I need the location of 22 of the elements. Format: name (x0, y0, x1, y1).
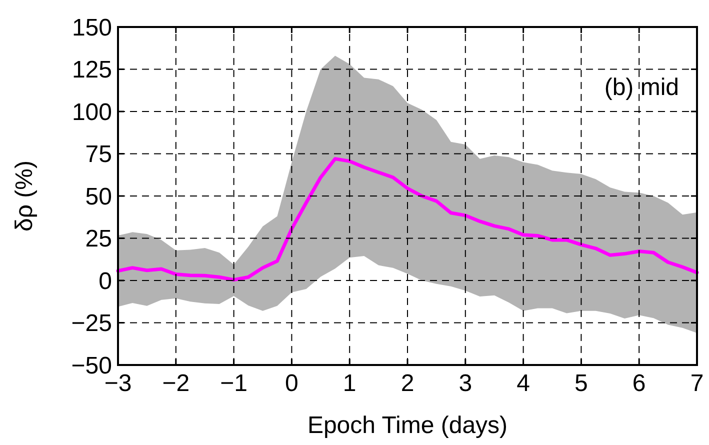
x-tick-label: 7 (690, 370, 704, 397)
y-tick-label: 50 (85, 183, 112, 210)
y-tick-label: 100 (72, 98, 112, 126)
x-tick-label: 1 (342, 370, 356, 397)
annotation: (b) mid (604, 74, 679, 101)
x-axis-title: Epoch Time (days) (307, 412, 508, 439)
y-tick-label: 25 (85, 226, 112, 253)
x-tick-label: 4 (516, 370, 530, 397)
y-tick-label: 75 (85, 141, 112, 168)
y-tick-label: −25 (71, 310, 112, 338)
y-tick-label: 150 (72, 14, 112, 42)
x-tick-label: 3 (458, 370, 472, 397)
x-tick-label: −1 (220, 370, 248, 397)
y-tick-label: 125 (72, 56, 112, 84)
x-tick-label: 0 (285, 370, 298, 397)
x-tick-label: 6 (632, 370, 646, 397)
x-tick-label: 2 (400, 370, 414, 397)
x-tick-label: −2 (162, 370, 190, 397)
y-tick-label: 0 (98, 268, 112, 295)
y-axis-title: δρ (%) (11, 160, 38, 232)
x-tick-label: 5 (574, 370, 588, 397)
line-series (116, 157, 699, 282)
